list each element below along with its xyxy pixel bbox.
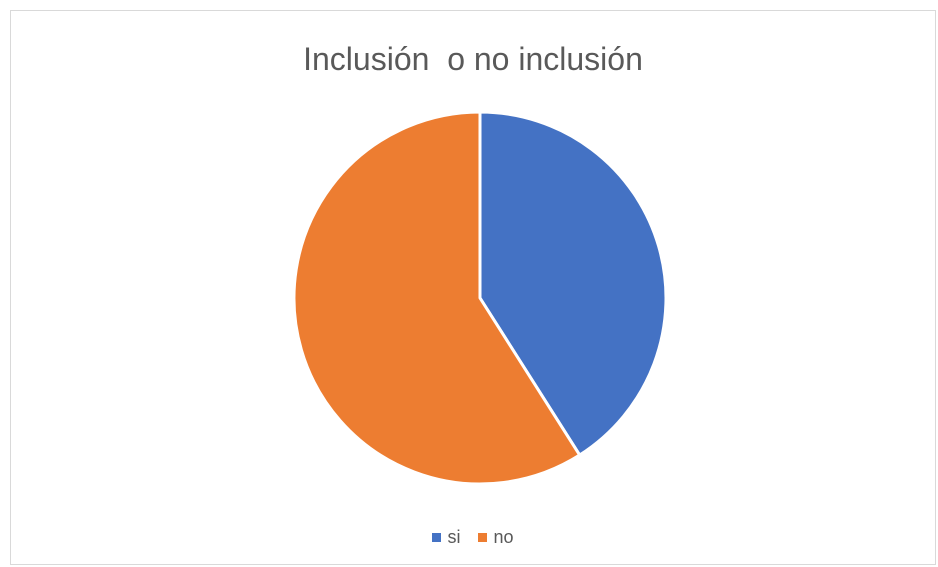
legend-label-no: no	[493, 527, 514, 547]
pie-slice-no	[292, 110, 582, 486]
legend-item-si: si	[432, 527, 460, 548]
pie-chart	[292, 110, 668, 486]
legend: si no	[11, 527, 935, 548]
chart-title: Inclusión o no inclusión	[303, 41, 643, 77]
legend-item-no: no	[478, 527, 514, 548]
legend-swatch-no	[478, 533, 488, 542]
legend-swatch-si	[432, 533, 442, 542]
legend-label-si: si	[447, 527, 461, 547]
chart-area: Inclusión o no inclusión si no	[10, 10, 936, 565]
